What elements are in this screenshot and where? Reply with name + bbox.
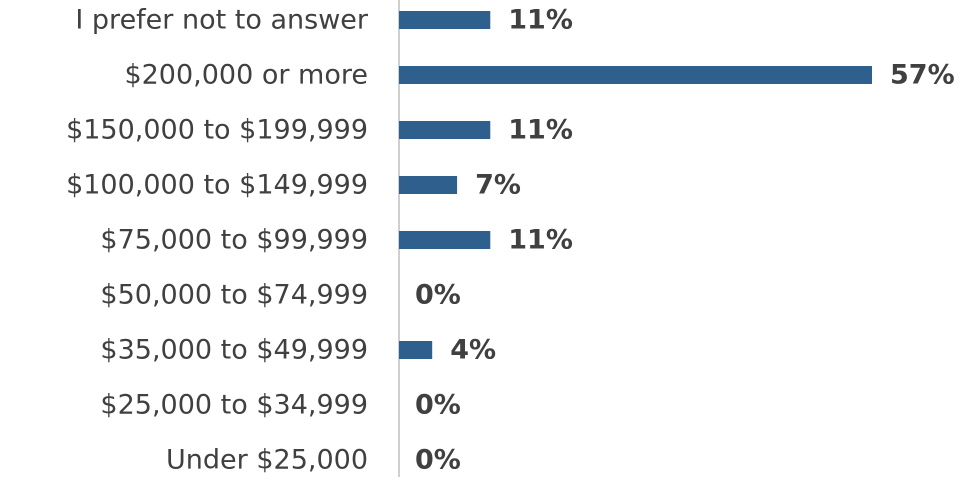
value-label: 11%	[508, 225, 573, 256]
bar	[399, 121, 491, 139]
value-label: 11%	[508, 5, 573, 36]
category-label: $25,000 to $34,999	[100, 390, 368, 421]
bar	[399, 341, 433, 359]
bar	[399, 176, 458, 194]
value-label: 4%	[450, 335, 496, 366]
value-label: 11%	[508, 115, 573, 146]
category-label: $35,000 to $49,999	[100, 335, 368, 366]
value-label: 7%	[475, 170, 521, 201]
bar	[399, 11, 491, 29]
category-label: $100,000 to $149,999	[66, 170, 368, 201]
value-label: 57%	[890, 60, 955, 91]
category-label: $50,000 to $74,999	[100, 280, 368, 311]
bar	[399, 66, 872, 84]
value-label: 0%	[415, 390, 461, 421]
category-label: $75,000 to $99,999	[100, 225, 368, 256]
category-label: $200,000 or more	[124, 60, 368, 91]
bar	[399, 231, 491, 249]
category-label: Under $25,000	[166, 445, 368, 476]
category-label: $150,000 to $199,999	[66, 115, 368, 146]
value-label: 0%	[415, 280, 461, 311]
value-label: 0%	[415, 445, 461, 476]
category-label: I prefer not to answer	[75, 5, 369, 36]
